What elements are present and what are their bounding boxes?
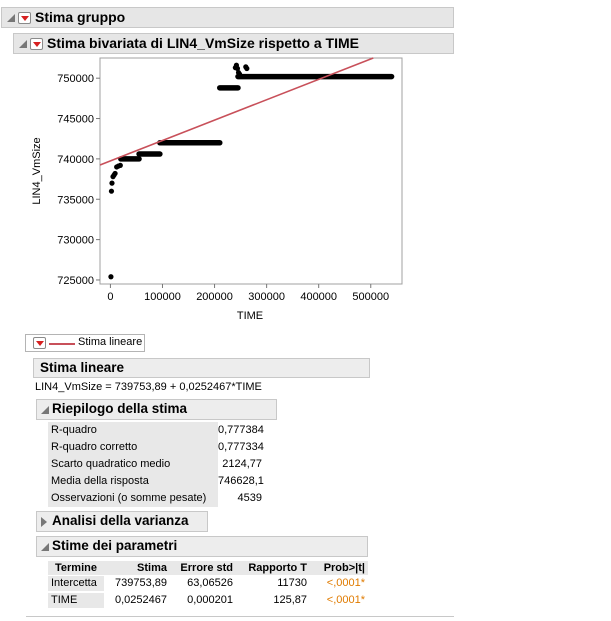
fit-line <box>99 57 374 166</box>
collapse-disclosure-icon[interactable] <box>7 14 15 22</box>
x-tick-label: 300000 <box>248 291 285 303</box>
col-header-tratio: Rapporto T <box>236 561 310 575</box>
summary-row-value: 2124,77 <box>222 458 262 470</box>
anova-title: Analisi della varianza <box>52 513 189 528</box>
params-header[interactable]: Stime dei parametri <box>36 536 368 557</box>
anova-header[interactable]: Analisi della varianza <box>36 511 208 532</box>
bivariate-title: Stima bivariata di LIN4_VmSize rispetto … <box>47 35 359 51</box>
y-tick-label: 740000 <box>57 154 94 166</box>
col-header-stderr: Errore std <box>170 561 236 575</box>
plot-frame <box>99 57 403 285</box>
legend-fit-line-swatch <box>49 343 75 345</box>
fit-section-header: Stima lineare <box>33 358 370 378</box>
collapse-disclosure-icon[interactable] <box>41 406 49 414</box>
param-stderr: 63,06526 <box>187 577 233 589</box>
x-tick-label: 500000 <box>352 291 389 303</box>
y-axis-label: LIN4_VmSize <box>31 137 43 204</box>
bottom-divider <box>26 616 454 617</box>
collapse-disclosure-icon[interactable] <box>19 40 27 48</box>
x-axis-label: TIME <box>237 310 263 322</box>
y-tick-label: 745000 <box>57 114 94 126</box>
data-point <box>108 188 115 194</box>
summary-header[interactable]: Riepilogo della stima <box>36 399 277 420</box>
y-tick-label: 735000 <box>57 194 94 206</box>
outline-header-bivariate: Stima bivariata di LIN4_VmSize rispetto … <box>13 33 454 54</box>
param-tratio: 125,87 <box>273 594 307 606</box>
param-estimate: 739753,89 <box>115 577 167 589</box>
col-header-prob: Prob>|t| <box>310 561 368 575</box>
data-point <box>112 170 118 177</box>
outline-header-stima-gruppo: Stima gruppo <box>1 7 454 28</box>
param-term: Intercetta <box>48 576 104 591</box>
param-term: TIME <box>48 593 104 608</box>
red-triangle-menu-icon[interactable] <box>30 38 43 50</box>
red-triangle-menu-icon[interactable] <box>33 337 46 349</box>
data-point <box>244 65 250 72</box>
summary-row-value: 746628,1 <box>218 475 264 487</box>
param-tratio: 11730 <box>277 577 307 589</box>
x-tick-label: 400000 <box>300 291 337 303</box>
fit-section-title: Stima lineare <box>40 360 125 375</box>
data-point <box>109 180 115 186</box>
outline-title: Stima gruppo <box>35 9 126 25</box>
param-stderr: 0,000201 <box>187 594 233 606</box>
data-point <box>108 274 114 280</box>
param-prob: <,0001* <box>326 577 365 589</box>
summary-row-value: 4539 <box>237 492 262 504</box>
bivariate-chart: 725000 730000 735000 740000 745000 750000 0 10… <box>31 57 403 322</box>
y-tick-label: 725000 <box>57 275 94 287</box>
x-tick-label: 0 <box>107 291 113 303</box>
param-estimate: 0,0252467 <box>115 594 167 606</box>
summary-row-label: Osservazioni (o somme pesate) <box>48 490 218 507</box>
summary-row-label: R-quadro corretto <box>48 439 218 456</box>
x-tick-label: 200000 <box>196 291 233 303</box>
summary-row-label: Scarto quadratico medio <box>48 456 218 473</box>
collapse-disclosure-icon[interactable] <box>41 543 49 551</box>
y-tick-label: 730000 <box>57 235 94 247</box>
legend-box: Stima lineare <box>25 334 145 352</box>
expand-disclosure-icon[interactable] <box>41 517 47 527</box>
summary-row-value: 0,777334 <box>218 441 264 453</box>
legend-fit-label: Stima lineare <box>78 336 143 348</box>
summary-title: Riepilogo della stima <box>52 401 188 416</box>
col-header-estimate: Stima <box>104 561 170 575</box>
y-tick-label: 750000 <box>57 73 94 85</box>
data-point <box>234 65 241 72</box>
summary-row-label: R-quadro <box>48 422 218 439</box>
col-header-term: Termine <box>48 561 104 575</box>
data-point <box>117 162 123 168</box>
params-title: Stime dei parametri <box>52 538 178 553</box>
summary-row-value: 0,777384 <box>218 424 264 436</box>
x-tick-label: 100000 <box>144 291 181 303</box>
red-triangle-menu-icon[interactable] <box>18 12 31 24</box>
summary-row-label: Media della risposta <box>48 473 218 490</box>
fit-equation: LIN4_VmSize = 739753,89 + 0,0252467*TIME <box>35 381 262 393</box>
param-prob: <,0001* <box>326 594 365 606</box>
